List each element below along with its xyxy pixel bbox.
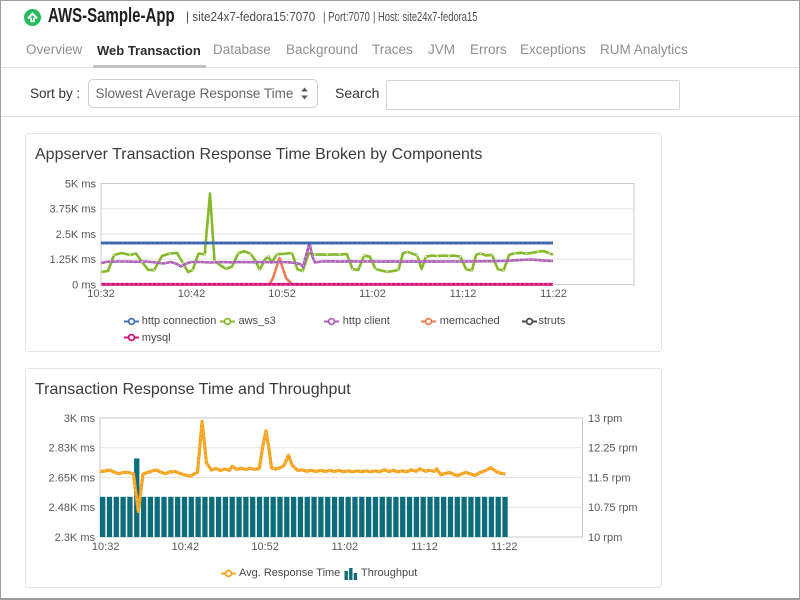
svg-text:11:22: 11:22 — [491, 541, 518, 553]
svg-text:10:42: 10:42 — [172, 541, 200, 553]
svg-text:10:32: 10:32 — [87, 288, 115, 300]
svg-text:10:32: 10:32 — [92, 541, 120, 553]
svg-text:11:02: 11:02 — [359, 288, 386, 300]
svg-text:11:12: 11:12 — [450, 288, 477, 300]
svg-text:2.3K ms: 2.3K ms — [55, 532, 96, 544]
svg-text:2.83K ms: 2.83K ms — [49, 443, 96, 455]
svg-text:13 rpm: 13 rpm — [588, 413, 622, 425]
svg-text:5K ms: 5K ms — [65, 178, 97, 190]
svg-text:10:42: 10:42 — [178, 288, 206, 300]
svg-text:3K ms: 3K ms — [64, 413, 96, 425]
svg-text:3.75K ms: 3.75K ms — [50, 204, 97, 216]
svg-text:10.75 rpm: 10.75 rpm — [588, 502, 638, 514]
svg-text:2.65K ms: 2.65K ms — [49, 472, 96, 484]
svg-text:10:52: 10:52 — [251, 541, 279, 553]
svg-text:11:22: 11:22 — [540, 288, 567, 300]
svg-text:1.25K ms: 1.25K ms — [50, 254, 97, 266]
svg-text:12.25 rpm: 12.25 rpm — [588, 443, 638, 455]
svg-text:10 rpm: 10 rpm — [588, 532, 622, 544]
svg-text:0 ms: 0 ms — [72, 279, 96, 291]
svg-text:2.48K ms: 2.48K ms — [49, 502, 96, 514]
svg-text:11:12: 11:12 — [411, 541, 438, 553]
svg-text:11.5 rpm: 11.5 rpm — [588, 472, 631, 484]
svg-text:10:52: 10:52 — [268, 288, 296, 300]
svg-text:11:02: 11:02 — [331, 541, 358, 553]
svg-text:2.5K ms: 2.5K ms — [56, 229, 97, 241]
